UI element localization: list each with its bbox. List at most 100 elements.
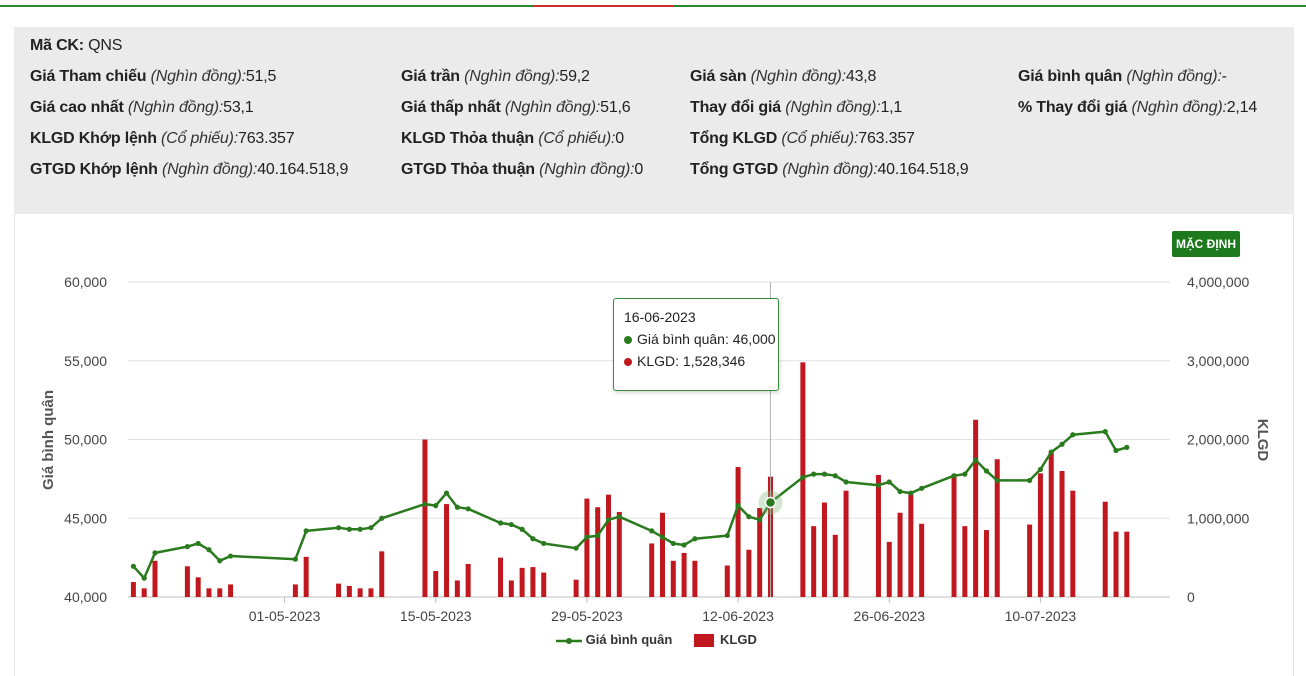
info-field-r2-c0: KLGD Khớp lệnh (Cổ phiếu):763.357 — [30, 130, 295, 148]
price-point — [573, 545, 579, 551]
volume-bar — [357, 588, 363, 597]
price-point — [1059, 441, 1065, 447]
price-point — [616, 514, 622, 520]
info-field-r2-c1-label: KLGD Thỏa thuận — [401, 130, 534, 147]
line-series-dot-icon — [624, 336, 632, 345]
price-point — [422, 501, 428, 507]
info-field-r0-c3: Giá bình quân (Nghìn đồng):- — [1018, 68, 1227, 86]
price-point — [443, 490, 450, 496]
volume-bar — [681, 552, 687, 597]
volume-bar — [832, 534, 838, 597]
left-tick-label: 60,000 — [64, 274, 107, 290]
ma-ck-field: Mã CK: QNS — [30, 37, 122, 55]
ma-ck-field-value: QNS — [88, 37, 123, 54]
price-point — [519, 526, 525, 532]
chart-tooltip: 16-06-2023 Giá bình quân: 46,000 KLGD: 1… — [613, 298, 779, 391]
price-point — [217, 558, 223, 564]
price-point — [1048, 449, 1054, 455]
info-field-r1-c0-label: Giá cao nhất — [30, 99, 124, 116]
price-point — [303, 528, 309, 534]
tooltip-date: 16-06-2023 — [624, 309, 696, 325]
left-tick-label: 40,000 — [64, 589, 107, 605]
right-tick-label: 1,000,000 — [1187, 510, 1249, 526]
info-field-r0-c0-value: 51,5 — [245, 68, 277, 85]
volume-bar — [584, 498, 590, 597]
volume-bar — [152, 560, 158, 597]
info-field-r1-c0-unit: (Nghìn đồng): — [127, 99, 224, 116]
price-point — [875, 482, 882, 488]
price-point — [983, 468, 990, 474]
price-point — [227, 553, 234, 559]
right-tick-label: 3,000,000 — [1187, 353, 1249, 369]
reset-default-button[interactable]: MẶC ĐỊNH — [1172, 231, 1240, 257]
x-tick-label: 15-05-2023 — [400, 608, 472, 624]
volume-bar — [1048, 451, 1054, 597]
info-field-r3-c0-label: GTGD Khớp lệnh — [30, 161, 158, 178]
volume-bar — [983, 530, 989, 597]
price-point — [141, 575, 147, 581]
price-point — [994, 477, 1000, 484]
price-point — [951, 473, 957, 479]
info-field-r1-c3-value: 2,14 — [1226, 99, 1258, 116]
volume-bar — [757, 508, 763, 597]
price-point — [1124, 444, 1130, 450]
price-point — [433, 503, 439, 509]
volume-bar — [1113, 531, 1119, 597]
info-field-r1-c3: % Thay đổi giá (Nghìn đồng):2,14 — [1018, 99, 1257, 117]
left-tick-label: 55,000 — [64, 353, 107, 369]
price-point — [973, 457, 979, 463]
info-field-r1-c2-unit: (Nghìn đồng): — [785, 99, 881, 116]
price-point — [811, 471, 817, 477]
volume-bar — [994, 459, 1000, 597]
volume-bar — [422, 439, 428, 597]
price-point — [1102, 429, 1108, 435]
info-field-r3-c1-value: 0 — [634, 161, 644, 178]
info-field-r0-c2-value: 43,8 — [845, 68, 877, 85]
volume-bar — [228, 584, 234, 597]
info-field-r0-c1: Giá trần (Nghìn đồng):59,2 — [401, 68, 590, 86]
price-point — [908, 490, 914, 496]
info-field-r0-c0-unit: (Nghìn đồng): — [150, 68, 246, 85]
info-field-r1-c1-value: 51,6 — [600, 99, 631, 116]
info-field-r3-c2: Tổng GTGD (Nghìn đồng):40.164.518,9 — [690, 161, 969, 179]
info-field-r3-c0-unit: (Nghìn đồng): — [161, 161, 258, 178]
legend-item-price[interactable]: Giá bình quân — [556, 632, 672, 647]
volume-bar — [897, 512, 903, 597]
volume-bar — [886, 541, 892, 597]
legend-bar-icon — [694, 634, 714, 648]
volume-bar — [919, 523, 925, 597]
left-axis-title: Giá bình quân — [40, 390, 57, 490]
volume-bar — [206, 588, 212, 597]
volume-bar — [217, 588, 223, 597]
info-field-r0-c0: Giá Tham chiếu (Nghìn đồng):51,5 — [30, 68, 276, 86]
price-point — [1070, 432, 1076, 438]
info-field-r2-c0-label: KLGD Khớp lệnh — [30, 130, 157, 147]
volume-bar — [606, 494, 612, 597]
volume-bar — [973, 419, 979, 597]
info-field-r0-c2-label: Giá sàn — [690, 68, 747, 85]
volume-bar — [346, 585, 352, 597]
price-point — [1027, 477, 1033, 484]
volume-bar — [962, 526, 968, 597]
price-point — [843, 479, 849, 485]
info-field-r1-c0: Giá cao nhất (Nghìn đồng):53,1 — [30, 99, 254, 117]
volume-bar — [951, 474, 957, 597]
highlight-point — [764, 496, 777, 509]
info-field-r2-c0-value: 763.357 — [238, 130, 295, 147]
volume-bar — [692, 560, 698, 597]
price-point — [1113, 447, 1119, 454]
volume-bar — [454, 580, 460, 597]
price-point — [886, 479, 892, 485]
info-field-r3-c1: GTGD Thỏa thuận (Nghìn đồng):0 — [401, 161, 643, 179]
volume-bar — [195, 577, 201, 597]
volume-bar — [184, 566, 190, 597]
volume-bar — [670, 560, 676, 597]
legend-item-volume[interactable]: KLGD — [694, 632, 757, 648]
volume-bar — [292, 584, 298, 597]
price-point — [605, 517, 612, 523]
price-point — [497, 520, 504, 526]
volume-bar — [616, 511, 622, 597]
price-point — [821, 471, 828, 477]
volume-bar — [875, 474, 881, 597]
